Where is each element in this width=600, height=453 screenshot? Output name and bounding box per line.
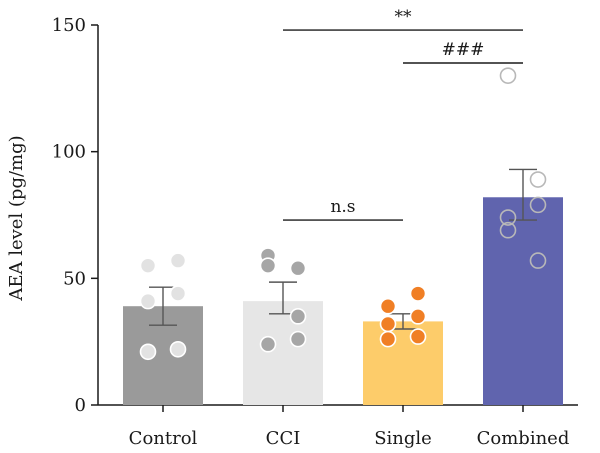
plot-area: 0 50 100 150 Control CCI Single Combined ** ### n.… xyxy=(52,7,578,449)
data-point xyxy=(499,221,517,239)
y-tick-label: 0 xyxy=(75,395,86,416)
data-point xyxy=(529,252,547,269)
bar-cci xyxy=(243,301,323,405)
significance-label: n.s xyxy=(330,197,355,217)
data-point xyxy=(139,257,157,274)
bar-combined xyxy=(483,197,563,405)
x-tick-label: Combined xyxy=(477,428,570,449)
significance-label: ### xyxy=(442,40,485,60)
x-tick-label: CCI xyxy=(266,428,301,449)
data-point xyxy=(169,252,187,269)
data-point xyxy=(409,308,427,325)
data-point xyxy=(289,330,307,348)
data-point xyxy=(499,209,517,226)
bar-single xyxy=(363,321,443,405)
data-point xyxy=(139,292,157,310)
data-point xyxy=(409,328,427,345)
data-point xyxy=(169,340,187,358)
data-point xyxy=(259,335,277,353)
data-point xyxy=(499,67,517,84)
data-point xyxy=(139,343,157,361)
y-tick-label: 100 xyxy=(52,142,86,163)
y-axis-title: AEA level (pg/mg) xyxy=(6,135,27,301)
significance-label: ** xyxy=(395,7,413,27)
data-point xyxy=(379,297,397,315)
data-point xyxy=(409,285,427,302)
data-point xyxy=(259,257,277,274)
y-tick-label: 50 xyxy=(63,268,86,289)
data-point xyxy=(529,196,547,214)
data-point xyxy=(169,285,187,302)
data-point xyxy=(379,315,397,333)
data-point xyxy=(379,330,397,348)
x-tick-label: Control xyxy=(129,428,198,449)
y-tick-label: 150 xyxy=(52,15,86,36)
x-tick-label: Single xyxy=(374,428,432,449)
data-point xyxy=(289,308,307,325)
data-point xyxy=(529,171,547,188)
data-point xyxy=(289,259,307,277)
